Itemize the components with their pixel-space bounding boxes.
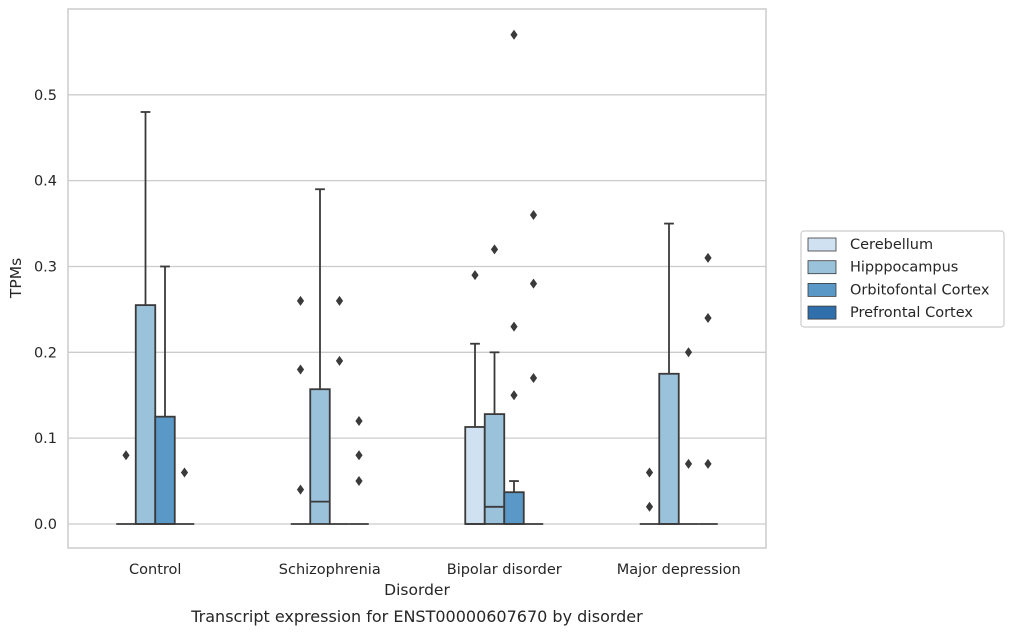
legend-item: Hipppocampus [807, 260, 958, 276]
legend-label: Prefrontal Cortex [850, 305, 973, 321]
box [154, 415, 176, 525]
outlier-point [529, 278, 538, 289]
outlier-point [355, 450, 363, 461]
y-tick-label: 0.1 [34, 431, 57, 447]
legend-label: Hipppocampus [850, 260, 958, 276]
box [464, 426, 486, 525]
y-axis-label: TPMs [7, 258, 25, 299]
box [134, 304, 157, 525]
outlier-point [645, 501, 654, 512]
outlier-point [704, 458, 712, 469]
outlier-point [645, 467, 654, 478]
legend-item: Cerebellum [807, 237, 933, 253]
legend-swatch [807, 282, 837, 297]
outlier-point [510, 29, 518, 40]
outlier-point [510, 321, 518, 332]
x-tick-label: Bipolar disorder [447, 562, 562, 578]
x-axis-label: Disorder [384, 581, 450, 599]
y-tick-label: 0.0 [34, 517, 57, 533]
y-tick-labels: 0.0 0.1 0.2 0.3 0.4 0.5 [34, 88, 57, 533]
x-tick-labels: Control Schizophrenia Bipolar disorder Majo… [129, 562, 741, 578]
legend-swatch [807, 260, 837, 275]
box-group-major-depression [639, 222, 718, 525]
outlier-point [684, 458, 693, 469]
legend: Cerebellum Hipppocampus Orbitofontal Corte… [800, 230, 1005, 328]
legend-swatch [807, 237, 837, 252]
box [483, 413, 506, 525]
legend-frame [800, 230, 1005, 328]
legend-item: Prefrontal Cortex [807, 305, 973, 321]
outlier-point [355, 476, 363, 487]
box-group-control [116, 111, 195, 525]
outlier-point [529, 209, 538, 220]
box [503, 491, 525, 525]
legend-label: Orbitofontal Cortex [850, 282, 990, 298]
outlier-point [704, 252, 712, 263]
legend-label: Cerebellum [850, 237, 933, 253]
outlier-point [529, 373, 538, 384]
outlier-point [510, 390, 518, 401]
box-group-schizophrenia [290, 188, 369, 525]
outlier-point [296, 364, 305, 375]
y-tick-label: 0.5 [34, 88, 57, 104]
outlier-point [355, 415, 363, 426]
x-tick-label: Major depression [617, 562, 741, 578]
outlier-point [122, 450, 130, 461]
legend-swatch [807, 305, 837, 320]
box [658, 372, 680, 525]
outlier-point [471, 270, 479, 281]
outlier-point [490, 244, 499, 255]
box-group-bipolar-disorder [464, 29, 544, 525]
outlier-point [296, 484, 305, 495]
x-tick-label: Control [129, 562, 181, 578]
outlier-point [335, 355, 344, 366]
legend-item: Orbitofontal Cortex [807, 282, 990, 298]
outlier-point [296, 295, 305, 306]
outlier-point [684, 347, 693, 358]
outlier-point [180, 467, 189, 478]
box [309, 388, 331, 525]
outlier-point [335, 295, 344, 306]
outlier-point [704, 312, 712, 323]
box-groups [116, 29, 718, 525]
plot-frame [67, 8, 767, 549]
x-tick-label: Schizophrenia [279, 562, 381, 578]
chart-caption: Transcript expression for ENST0000060767… [190, 607, 643, 626]
y-tick-label: 0.3 [34, 259, 57, 275]
y-tick-label: 0.2 [34, 345, 57, 361]
y-tick-label: 0.4 [34, 174, 57, 190]
